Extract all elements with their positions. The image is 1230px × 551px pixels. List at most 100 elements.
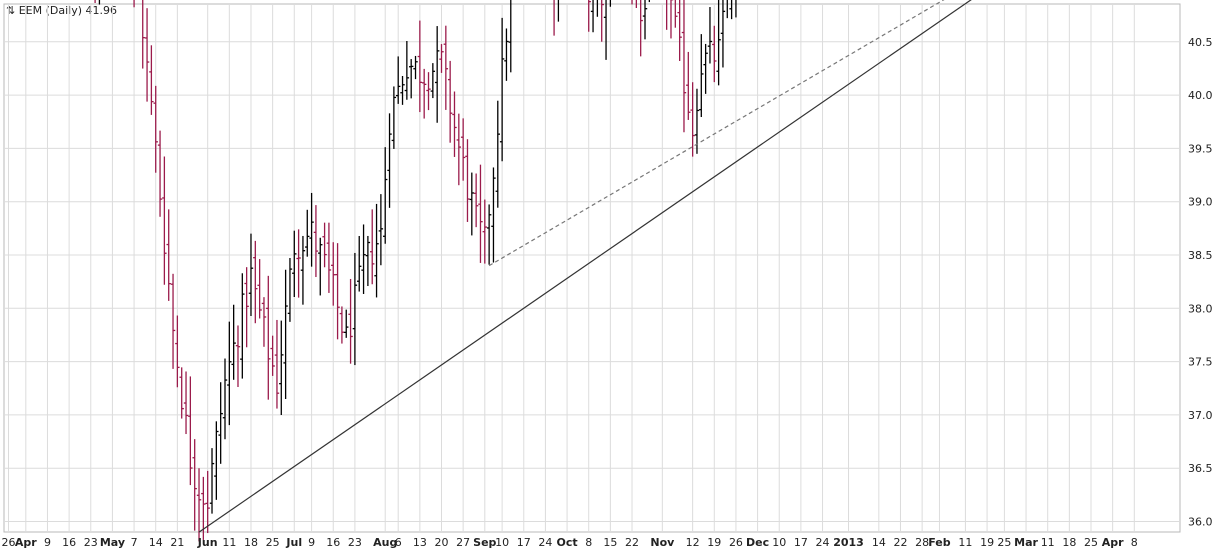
ohlc-bar <box>408 59 414 99</box>
ohlc-bar <box>370 209 375 285</box>
ohlc-bar <box>149 45 154 115</box>
x-tick-label: 2013 <box>833 536 864 549</box>
ohlc-bar <box>491 167 496 263</box>
ohlc-bar <box>162 156 167 285</box>
ohlc-bar <box>326 222 332 293</box>
x-tick-label: 7 <box>131 536 138 549</box>
ohlc-bar <box>144 8 150 102</box>
x-tick-label: 15 <box>603 536 617 549</box>
x-tick-label: 28 <box>915 536 929 549</box>
x-tick-label: Jul <box>285 536 302 549</box>
ohlc-bar <box>157 130 163 217</box>
ohlc-bar <box>231 304 236 380</box>
ohlc-bar <box>699 34 704 118</box>
y-tick-label: 39.5 <box>1188 142 1213 155</box>
x-tick-label: Apr <box>15 536 37 549</box>
x-tick-label: 13 <box>413 536 427 549</box>
ohlc-bar <box>261 297 267 347</box>
ohlc-bar <box>694 88 700 154</box>
ohlc-bar <box>240 273 245 379</box>
x-tick-label: 11 <box>222 536 236 549</box>
ohlc-bar <box>344 309 349 338</box>
x-tick-label: 26 <box>729 536 743 549</box>
ohlc-bar <box>413 55 418 80</box>
y-tick-label: 39.0 <box>1188 196 1213 209</box>
ohlc-bar <box>270 335 275 376</box>
ohlc-bar <box>227 321 232 426</box>
x-tick-label: 25 <box>1084 536 1098 549</box>
ohlc-bar <box>434 26 440 123</box>
ohlc-bar <box>553 0 555 36</box>
ohlc-bar <box>588 0 591 32</box>
ohlc-bar <box>674 0 678 28</box>
ohlc-bar <box>642 0 648 40</box>
ohlc-bar <box>339 306 345 344</box>
ohlc-bar <box>421 68 427 119</box>
ohlc-bar <box>387 113 392 208</box>
x-tick-label: 27 <box>456 536 470 549</box>
grid <box>3 3 1181 533</box>
ohlc-bar <box>690 82 695 157</box>
x-tick-label: 11 <box>958 536 972 549</box>
ohlc-bar <box>292 230 297 298</box>
ohlc-bar <box>670 0 674 39</box>
ohlc-bar <box>192 439 197 531</box>
ohlc-bar <box>460 118 466 181</box>
chart-title-text: EEM (Daily) 41.96 <box>18 4 118 17</box>
ohlc-bar <box>214 421 219 500</box>
ohlc-bar <box>94 0 96 3</box>
x-tick-label: Feb <box>928 536 951 549</box>
ohlc-bar <box>383 147 388 244</box>
ohlc-bar <box>374 203 379 298</box>
y-tick-label: 38.5 <box>1188 249 1213 262</box>
y-tick-label: 36.5 <box>1188 462 1213 475</box>
ohlc-bar <box>357 235 362 292</box>
ohlc-bar <box>218 382 223 464</box>
x-tick-label: 23 <box>348 536 362 549</box>
ohlc-bar <box>439 44 444 73</box>
x-tick-label: 16 <box>62 536 76 549</box>
ohlc-bar <box>452 91 457 157</box>
trendline-solid <box>198 0 972 533</box>
ohlc-bars <box>94 0 737 542</box>
ohlc-bar <box>253 240 258 324</box>
x-tick-label: 22 <box>893 536 907 549</box>
x-tick-label: 14 <box>149 536 163 549</box>
ohlc-bar <box>729 0 733 20</box>
ohlc-bar <box>287 258 293 322</box>
ohlc-bar <box>361 224 366 294</box>
x-tick-label: Aug <box>373 536 397 549</box>
x-tick-label: Oct <box>556 536 577 549</box>
x-tick-label: 8 <box>585 536 592 549</box>
ohlc-bar <box>378 194 384 266</box>
ohlc-bar <box>296 229 301 298</box>
ohlc-bar <box>596 0 599 17</box>
x-tick-label: 14 <box>872 536 886 549</box>
x-tick-label: 9 <box>44 536 51 549</box>
x-tick-label: 18 <box>1062 536 1076 549</box>
ohlc-bar <box>153 85 158 173</box>
ohlc-bar <box>391 86 397 149</box>
ohlc-bar <box>166 209 171 301</box>
trendline-dashed <box>488 0 945 267</box>
ohlc-bar <box>504 28 509 81</box>
ohlc-bar <box>716 0 721 86</box>
ohlc-bar <box>257 259 262 319</box>
y-tick-label: 40.5 <box>1188 36 1213 49</box>
ohlc-bar <box>443 25 449 110</box>
ohlc-bar <box>331 242 336 306</box>
ohlc-bar <box>720 0 726 68</box>
ohlc-bar <box>609 0 612 7</box>
ohlc-bar <box>677 0 682 61</box>
x-tick-label: Mar <box>1014 536 1038 549</box>
x-tick-label: 24 <box>538 536 552 549</box>
ohlc-bar <box>335 243 340 340</box>
y-tick-label: 37.0 <box>1188 409 1213 422</box>
ohlc-bar <box>465 139 470 222</box>
ohlc-bar <box>447 60 453 143</box>
y-tick-label: 38.0 <box>1188 302 1213 315</box>
x-tick-label: 8 <box>1131 536 1138 549</box>
ohlc-bar <box>209 448 215 514</box>
ohlc-bar <box>499 17 505 162</box>
x-tick-label: 19 <box>980 536 994 549</box>
